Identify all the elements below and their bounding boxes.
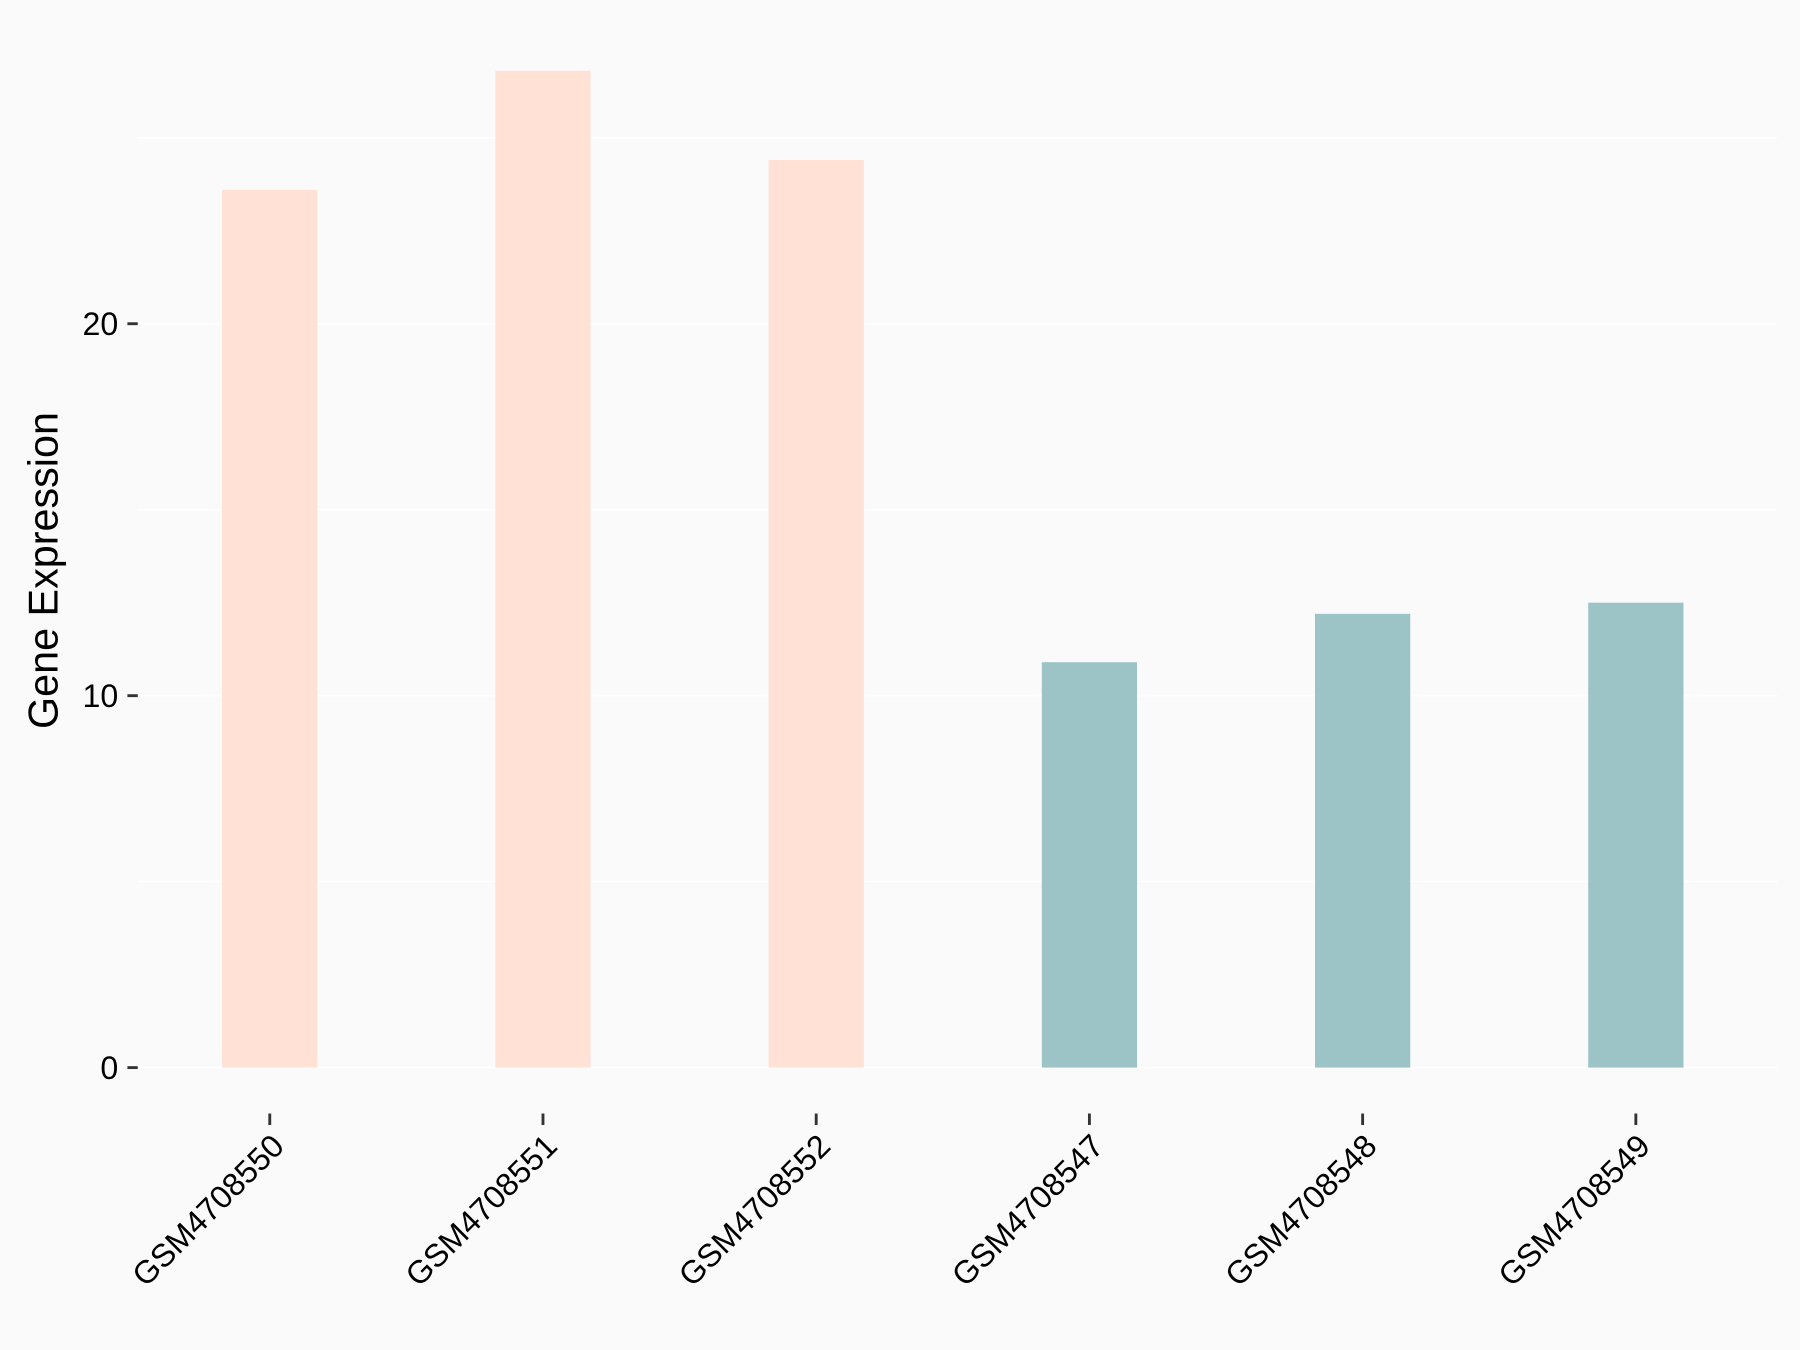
y-axis-label: Gene Expression: [20, 412, 66, 729]
gridlines: [137, 136, 1778, 1069]
y-tick-label: 0: [100, 1050, 118, 1086]
bar-GSM4708548: [1314, 613, 1411, 1068]
y-tick-label: 20: [83, 306, 119, 342]
bar-GSM4708551: [495, 70, 591, 1068]
bars: [222, 70, 1684, 1068]
y-tick-label: 10: [83, 678, 119, 714]
bar-GSM4708549: [1588, 602, 1684, 1068]
bar-GSM4708552: [768, 160, 864, 1068]
bar-GSM4708550: [222, 189, 318, 1068]
y-axis: 0 10 20: [83, 306, 138, 1086]
bar-GSM4708547: [1041, 662, 1138, 1068]
